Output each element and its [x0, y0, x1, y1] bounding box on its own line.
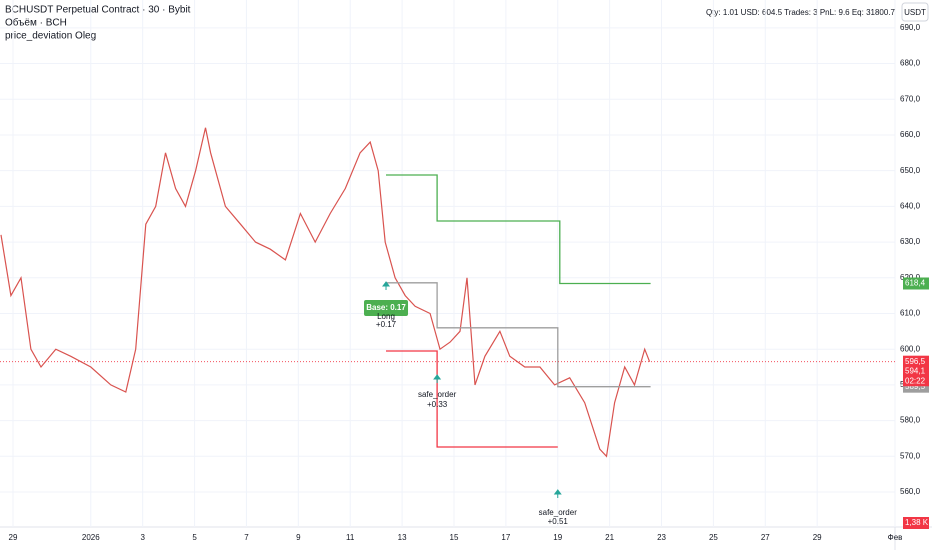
- price-label-box: [903, 355, 929, 368]
- x-tick-label: 7: [244, 533, 249, 542]
- timer-box: [903, 376, 929, 387]
- x-tick-label: 25: [709, 533, 718, 542]
- x-tick-label: 17: [501, 533, 510, 542]
- y-tick-label: 600,0: [900, 344, 921, 353]
- y-tick-label: 610,0: [900, 309, 921, 318]
- x-tick-label: 21: [605, 533, 614, 542]
- symbol-title: BCHUSDT Perpetual Contract · 30 · Bybit: [5, 5, 191, 16]
- volume-label-box: [903, 517, 929, 529]
- y-tick-label: 660,0: [900, 130, 921, 139]
- trade-annotation: Base: 0.17: [366, 303, 406, 312]
- y-tick-label: 620,0: [900, 273, 921, 282]
- currency-button[interactable]: [901, 2, 929, 22]
- series-line: [0, 127, 651, 458]
- trade-annotation: safe_order: [418, 390, 457, 399]
- trade-annotation: safe_order: [539, 508, 578, 517]
- base-order-badge: [364, 300, 409, 316]
- x-tick-label: 11: [346, 533, 355, 542]
- entry-arrow: [433, 374, 442, 383]
- x-tick-label: 2026: [82, 533, 100, 542]
- x-tick-label: 3: [140, 533, 145, 542]
- trade-annotation: +0.51: [548, 517, 569, 526]
- series-line: [386, 350, 558, 448]
- y-tick-label: 580,0: [900, 416, 921, 425]
- timer: 02:22: [905, 376, 926, 385]
- x-tick-label: 23: [657, 533, 666, 542]
- y-tick-label: 560,0: [900, 487, 921, 496]
- currency-button-label[interactable]: USDT: [904, 8, 926, 17]
- y-tick-label: 680,0: [900, 59, 921, 68]
- entry-arrow: [553, 489, 562, 498]
- trade-annotation: +0.33: [427, 400, 448, 409]
- trade-annotation: Long: [377, 312, 395, 321]
- volume-label: 1,38 K: [905, 518, 929, 527]
- series-line: [386, 282, 651, 388]
- price-label: 594,1: [905, 366, 926, 375]
- price-label: 596,5: [905, 357, 926, 366]
- entry-arrow: [382, 281, 391, 290]
- y-tick-label: 570,0: [900, 451, 921, 460]
- price-label: 618,4: [905, 279, 926, 288]
- y-tick-label: 640,0: [900, 201, 921, 210]
- indicator-legend: price_deviation Oleg: [5, 31, 96, 42]
- x-tick-label: 13: [398, 533, 407, 542]
- series-line: [386, 174, 651, 285]
- y-tick-label: 690,0: [900, 23, 921, 32]
- trade-annotation: +0.17: [376, 320, 397, 329]
- x-tick-label: 5: [192, 533, 197, 542]
- x-tick-label: 27: [761, 533, 770, 542]
- strategy-stats: Qty: 1.01 USD: 604.5 Trades: 3 PnL: 9.6 …: [706, 8, 896, 17]
- y-tick-label: 670,0: [900, 94, 921, 103]
- price-label-box: [903, 365, 929, 378]
- x-tick-label: Фев: [888, 533, 903, 542]
- x-tick-label: 29: [9, 533, 18, 542]
- x-tick-label: 9: [296, 533, 301, 542]
- volume-legend: Объём · BCH: [5, 17, 67, 29]
- price-label-box: [903, 277, 929, 290]
- x-tick-label: 15: [450, 533, 459, 542]
- y-tick-label: 650,0: [900, 166, 921, 175]
- x-tick-label: 29: [813, 533, 822, 542]
- y-tick-label: 630,0: [900, 237, 921, 246]
- price-label: 589,5: [905, 382, 926, 391]
- x-tick-label: 19: [553, 533, 562, 542]
